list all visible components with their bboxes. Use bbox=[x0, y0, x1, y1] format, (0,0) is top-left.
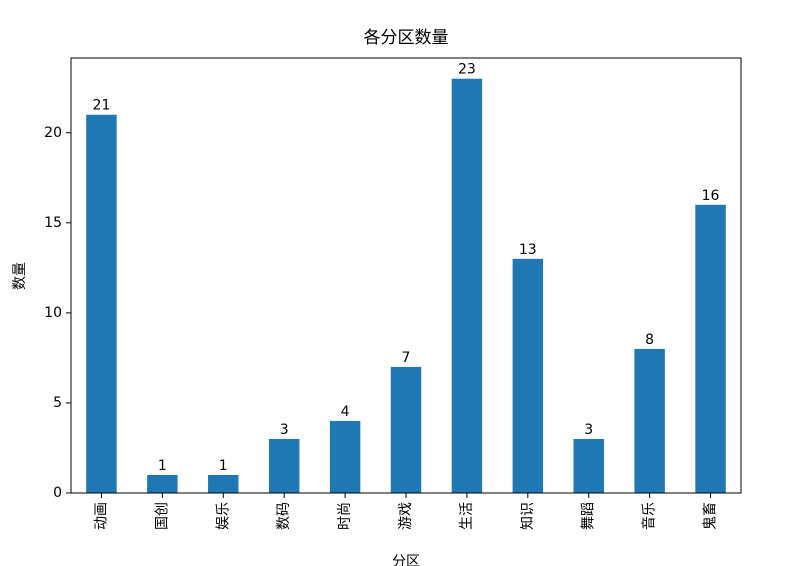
bar bbox=[268, 438, 300, 493]
bar bbox=[451, 78, 483, 493]
y-tick-label: 10 bbox=[44, 305, 62, 321]
bar bbox=[634, 348, 665, 493]
x-tick-label: 数码 bbox=[276, 502, 292, 530]
value-label: 16 bbox=[702, 188, 720, 204]
value-label: 4 bbox=[341, 404, 350, 420]
bar bbox=[573, 438, 604, 493]
x-tick-label: 游戏 bbox=[398, 502, 414, 530]
x-tick-label: 生活 bbox=[459, 502, 475, 530]
x-tick-label: 动画 bbox=[93, 502, 109, 530]
chart-title: 各分区数量 bbox=[364, 28, 449, 48]
x-tick-label: 娱乐 bbox=[215, 502, 231, 530]
bar bbox=[512, 258, 544, 493]
value-label: 3 bbox=[584, 422, 593, 438]
bar bbox=[329, 420, 361, 493]
y-tick-label: 15 bbox=[44, 215, 62, 231]
value-label: 21 bbox=[93, 98, 111, 114]
bar bbox=[695, 204, 726, 493]
value-label: 7 bbox=[402, 350, 411, 366]
value-label: 3 bbox=[280, 422, 289, 438]
value-label: 8 bbox=[645, 332, 654, 348]
value-label: 1 bbox=[158, 458, 167, 474]
x-tick-label: 鬼畜 bbox=[703, 502, 719, 530]
x-axis-label: 分区 bbox=[392, 554, 420, 566]
y-tick-label: 5 bbox=[53, 395, 62, 411]
y-tick-label: 0 bbox=[53, 485, 62, 501]
bar bbox=[208, 474, 239, 493]
bar bbox=[147, 474, 178, 493]
x-tick-label: 音乐 bbox=[641, 502, 658, 530]
value-label: 1 bbox=[219, 458, 228, 474]
plot-frame bbox=[70, 57, 742, 494]
x-tick-label: 舞蹈 bbox=[581, 502, 597, 530]
y-axis-label: 数量 bbox=[12, 262, 28, 290]
x-tick-label: 时尚 bbox=[337, 502, 353, 530]
value-label: 23 bbox=[458, 62, 476, 78]
bar bbox=[86, 114, 117, 493]
x-tick-label: 知识 bbox=[519, 502, 536, 530]
y-tick-label: 20 bbox=[44, 125, 62, 141]
bar bbox=[390, 366, 422, 493]
x-tick-label: 国创 bbox=[154, 502, 170, 530]
value-label: 13 bbox=[519, 242, 537, 258]
